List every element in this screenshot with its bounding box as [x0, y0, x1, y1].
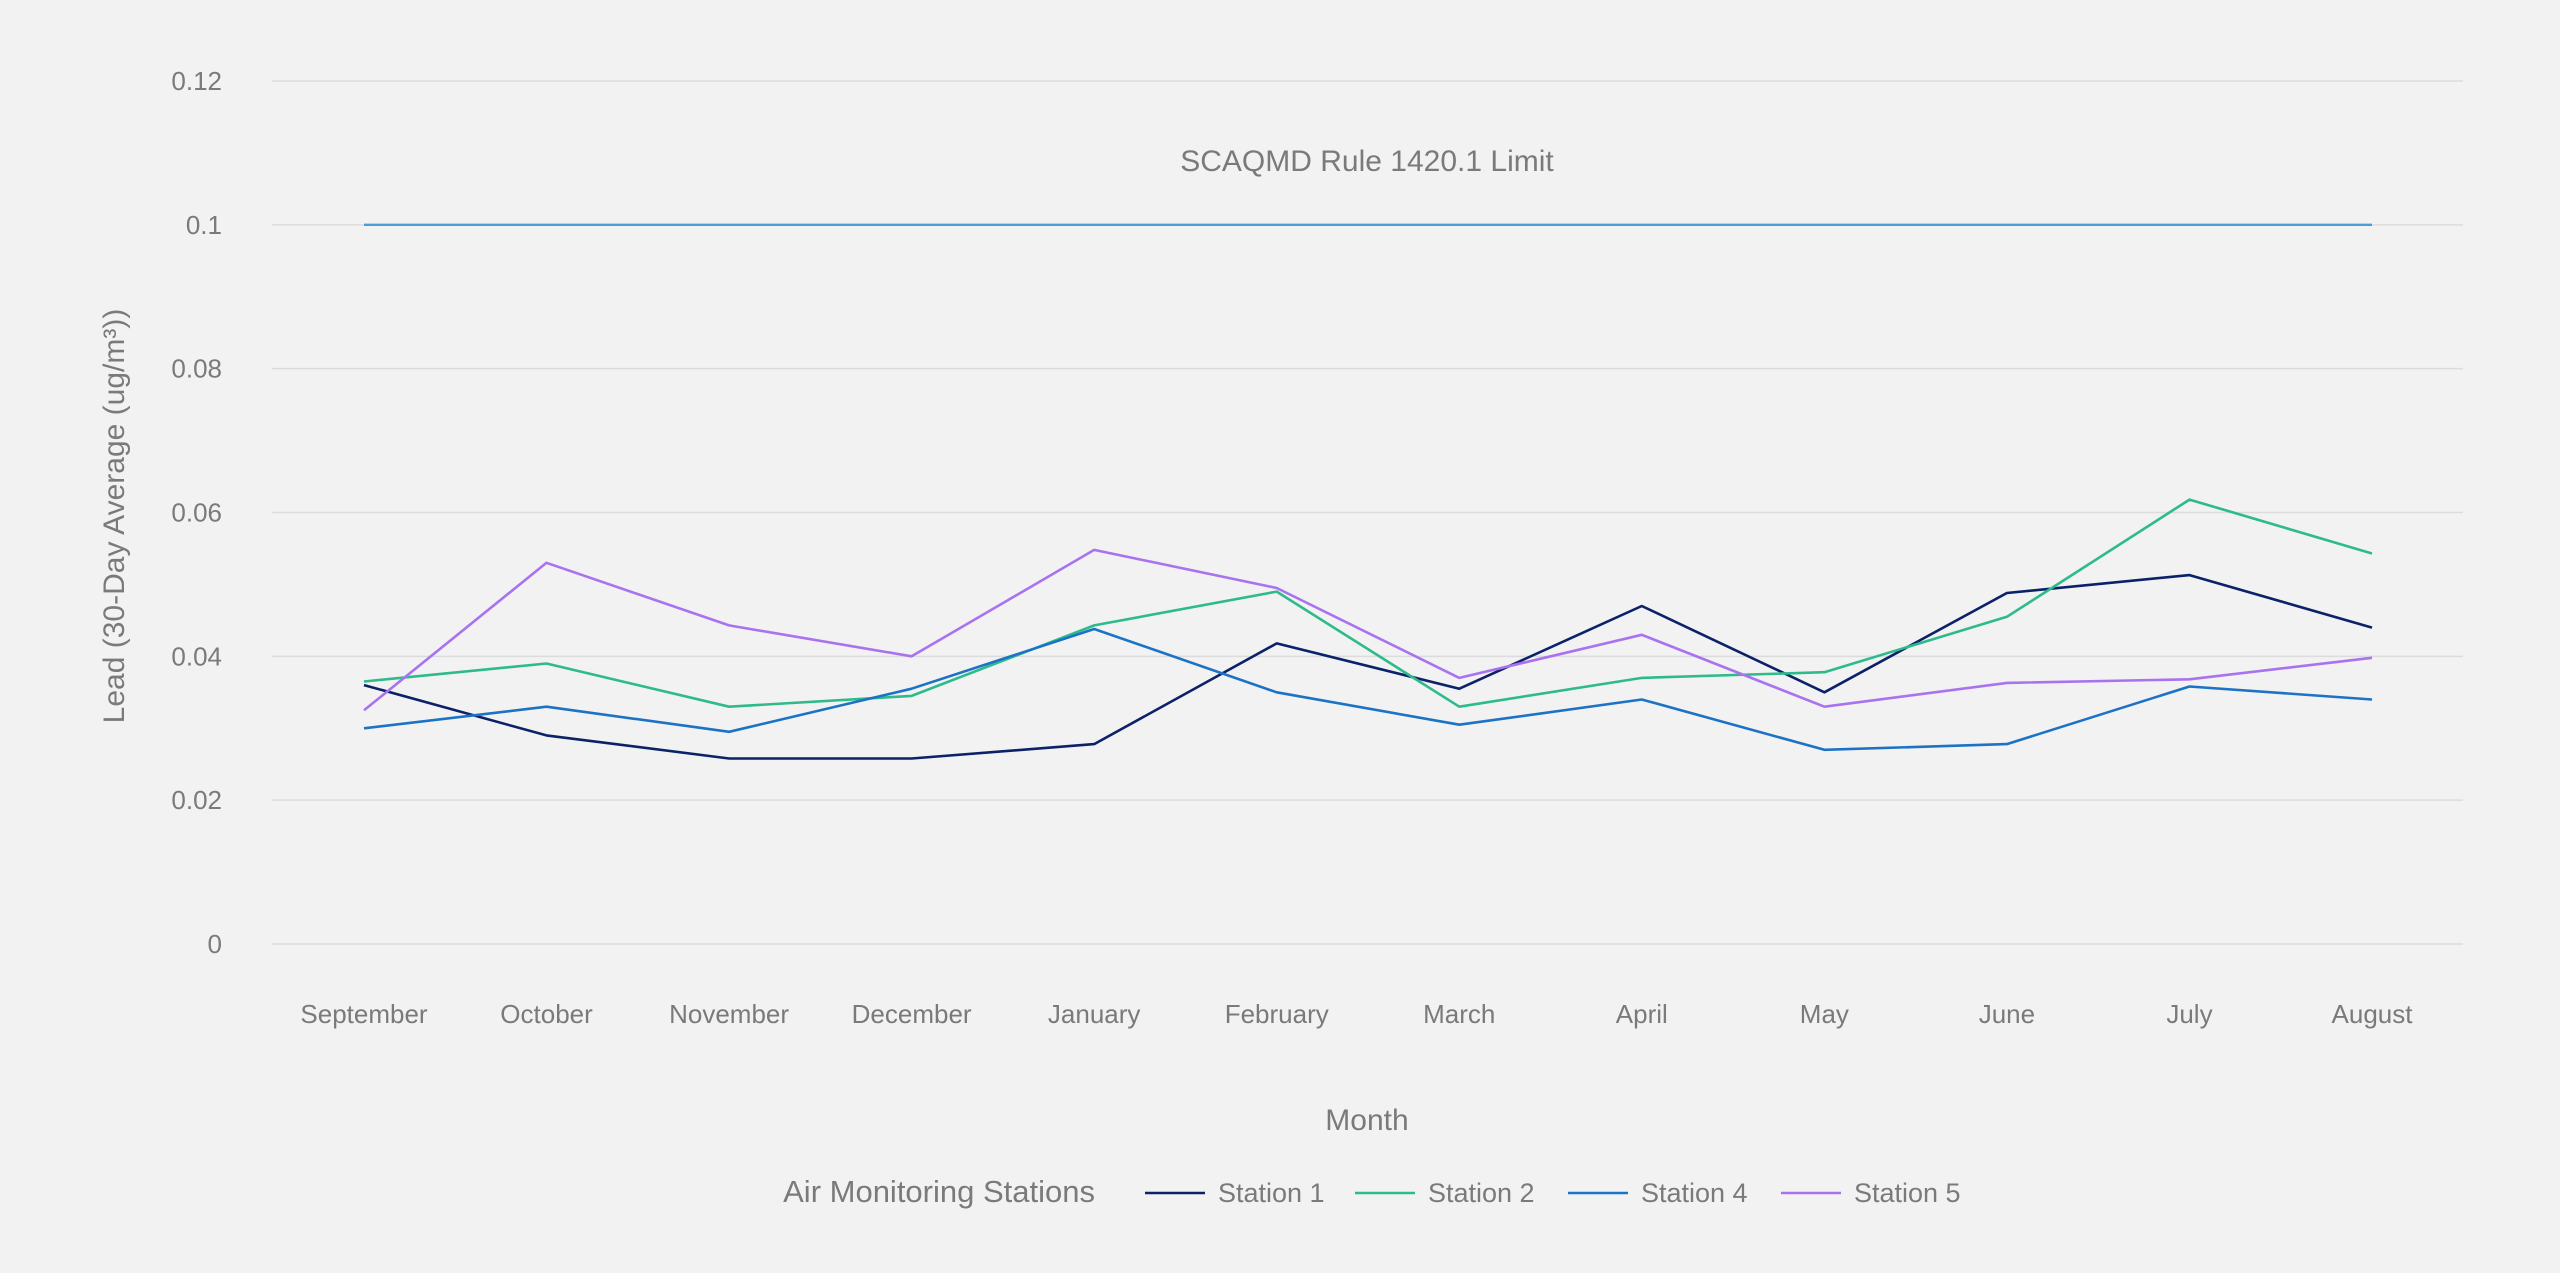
x-tick-label: February — [1225, 999, 1329, 1029]
series-lines — [363, 498, 2373, 760]
x-tick-label: March — [1423, 999, 1495, 1029]
legend-item-station-5: Station 5 — [1781, 1178, 1961, 1208]
series-line-station-1 — [363, 573, 2373, 760]
series-line-station-4 — [363, 627, 2373, 752]
legend-items: Station 1 Station 2 Station 4 Station 5 — [1145, 1178, 1961, 1208]
y-tick-label: 0.12 — [171, 66, 222, 96]
x-tick-label: December — [852, 999, 972, 1029]
legend-title: Air Monitoring Stations — [783, 1174, 1095, 1209]
legend-label: Station 1 — [1218, 1178, 1325, 1208]
x-tick-label: May — [1800, 999, 1849, 1029]
x-tick-label: January — [1048, 999, 1141, 1029]
series-line-station-2 — [363, 498, 2373, 709]
x-axis-title: Month — [1325, 1104, 1408, 1137]
y-tick-label: 0.02 — [171, 785, 222, 815]
y-tick-label: 0.1 — [186, 210, 222, 240]
legend-label: Station 5 — [1854, 1178, 1961, 1208]
x-tick-label: August — [2332, 999, 2414, 1029]
legend: Air Monitoring Stations Station 1 Station… — [783, 1174, 1960, 1209]
x-tick-label: July — [2166, 999, 2212, 1029]
legend-item-station-4: Station 4 — [1568, 1178, 1748, 1208]
x-tick-label: October — [500, 999, 593, 1029]
legend-item-station-2: Station 2 — [1355, 1178, 1535, 1208]
legend-label: Station 4 — [1641, 1178, 1748, 1208]
series-line-station-5 — [363, 548, 2373, 712]
reference-line-label: SCAQMD Rule 1420.1 Limit — [1180, 145, 1554, 178]
gridlines — [272, 80, 2463, 945]
legend-item-station-1: Station 1 — [1145, 1178, 1325, 1208]
legend-label: Station 2 — [1428, 1178, 1535, 1208]
y-axis-ticks: 0 0.02 0.04 0.06 0.08 0.1 0.12 — [171, 66, 222, 959]
y-tick-label: 0.04 — [171, 641, 222, 671]
x-tick-label: April — [1616, 999, 1668, 1029]
x-axis-ticks: September October November December January F… — [300, 999, 2413, 1029]
x-tick-label: November — [669, 999, 789, 1029]
y-tick-label: 0.08 — [171, 354, 222, 384]
y-tick-label: 0.06 — [171, 498, 222, 528]
x-tick-label: June — [1979, 999, 2035, 1029]
y-tick-label: 0 — [208, 929, 222, 959]
x-tick-label: September — [300, 999, 428, 1029]
y-axis-title: Lead (30-Day Average (ug/m³)) — [98, 309, 131, 724]
